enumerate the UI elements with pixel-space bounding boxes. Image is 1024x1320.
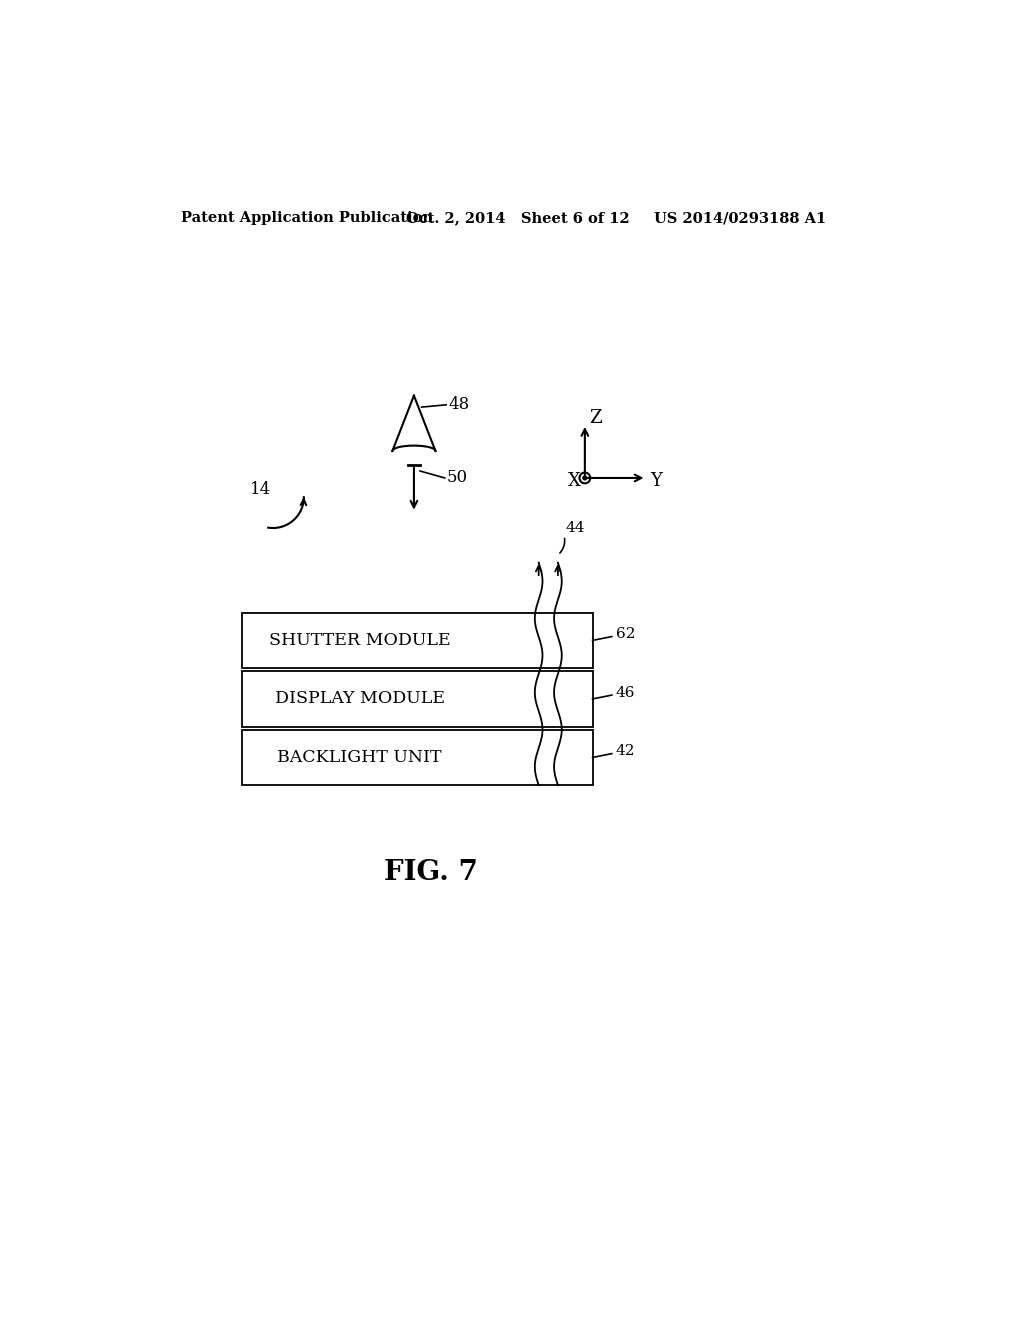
Bar — [243, 612, 593, 668]
Text: Oct. 2, 2014   Sheet 6 of 12: Oct. 2, 2014 Sheet 6 of 12 — [407, 211, 630, 226]
Text: DISPLAY MODULE: DISPLAY MODULE — [274, 690, 444, 708]
Text: 62: 62 — [615, 627, 635, 642]
Text: SHUTTER MODULE: SHUTTER MODULE — [269, 632, 451, 649]
Bar — [243, 672, 593, 726]
Bar — [243, 730, 593, 785]
Circle shape — [583, 477, 587, 480]
Text: 44: 44 — [565, 521, 585, 535]
Text: 48: 48 — [449, 396, 470, 413]
Text: Z: Z — [590, 409, 602, 426]
Text: FIG. 7: FIG. 7 — [384, 859, 478, 887]
Text: 42: 42 — [615, 744, 635, 758]
Text: 14: 14 — [250, 480, 271, 498]
Text: Patent Application Publication: Patent Application Publication — [180, 211, 432, 226]
Text: X: X — [568, 473, 581, 490]
Text: Y: Y — [650, 473, 663, 490]
Text: US 2014/0293188 A1: US 2014/0293188 A1 — [654, 211, 826, 226]
Text: 50: 50 — [447, 470, 468, 487]
Text: 46: 46 — [615, 686, 635, 700]
Text: BACKLIGHT UNIT: BACKLIGHT UNIT — [278, 748, 442, 766]
